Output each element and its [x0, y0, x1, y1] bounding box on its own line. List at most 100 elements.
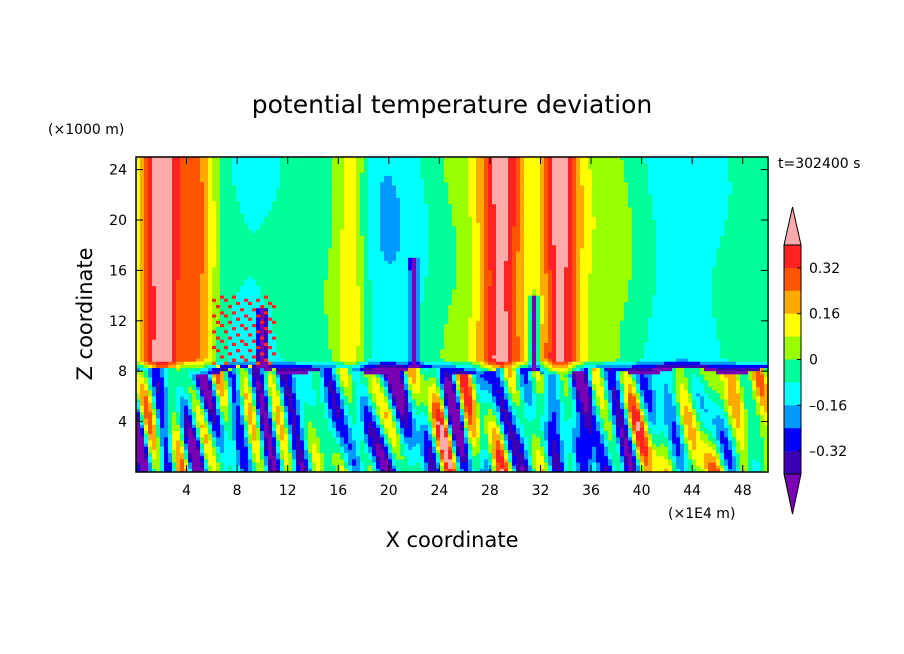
- field-cell: [356, 207, 361, 211]
- field-cell: [208, 157, 213, 161]
- field-cell: [296, 396, 317, 400]
- field-cell: [596, 415, 601, 419]
- field-cell: [356, 166, 365, 170]
- field-cell: [672, 399, 677, 404]
- field-cell: [232, 371, 237, 375]
- field-cell: [552, 415, 557, 419]
- field-cell: [532, 336, 537, 341]
- field-cell: [748, 415, 761, 419]
- field-cell: [756, 393, 761, 397]
- field-cell: [580, 330, 589, 334]
- field-cell: [560, 415, 565, 419]
- field-cell: [216, 364, 221, 369]
- field-cell: [136, 157, 141, 161]
- field-cell: [524, 412, 537, 416]
- field-cell: [540, 251, 545, 256]
- field-cell: [140, 279, 145, 284]
- field-cell: [408, 393, 413, 397]
- field-cell: [212, 390, 217, 394]
- field-cell: [244, 342, 249, 347]
- field-cell: [484, 175, 489, 180]
- field-cell: [248, 374, 253, 378]
- field-cell: [252, 386, 257, 391]
- field-cell: [240, 207, 273, 211]
- field-cell: [412, 396, 429, 400]
- field-cell: [332, 210, 345, 215]
- field-cell: [540, 229, 545, 233]
- field-cell: [420, 342, 445, 347]
- field-cell: [548, 412, 553, 416]
- field-cell: [696, 412, 701, 416]
- field-cell: [152, 349, 173, 353]
- field-cell: [368, 248, 381, 252]
- field-cell: [204, 358, 213, 363]
- field-cell: [380, 242, 401, 246]
- field-cell: [572, 166, 577, 170]
- field-cell: [516, 279, 525, 284]
- field-cell: [476, 323, 485, 328]
- field-cell: [516, 160, 521, 164]
- field-cell: [576, 254, 581, 259]
- field-cell: [212, 386, 217, 391]
- field-cell: [296, 386, 313, 391]
- field-cell: [576, 166, 581, 170]
- field-cell: [572, 383, 577, 388]
- field-cell: [552, 346, 557, 350]
- field-cell: [588, 317, 625, 322]
- field-cell: [544, 361, 549, 366]
- field-cell: [332, 197, 345, 202]
- field-cell: [516, 383, 521, 388]
- field-cell: [332, 368, 337, 372]
- field-cell: [152, 273, 173, 278]
- field-cell: [380, 361, 397, 366]
- field-cell: [572, 185, 577, 189]
- field-cell: [360, 185, 369, 189]
- field-cell: [488, 305, 497, 309]
- field-cell: [592, 396, 597, 400]
- field-cell: [140, 358, 145, 363]
- field-cell: [180, 415, 185, 419]
- field-cell: [256, 349, 261, 353]
- field-cell: [152, 377, 165, 382]
- field-cell: [448, 320, 469, 325]
- field-cell: [172, 194, 181, 199]
- field-cell: [540, 361, 545, 366]
- field-cell: [192, 415, 197, 419]
- field-cell: [208, 355, 213, 359]
- field-cell: [576, 289, 581, 293]
- field-cell: [236, 188, 277, 193]
- field-cell: [320, 383, 325, 388]
- field-cell: [268, 364, 273, 369]
- field-cell: [480, 396, 493, 400]
- field-cell: [360, 207, 369, 211]
- field-cell: [544, 383, 549, 388]
- field-cell: [452, 390, 457, 394]
- field-cell: [588, 409, 593, 413]
- field-cell: [416, 283, 421, 287]
- field-cell: [136, 207, 141, 211]
- field-cell: [620, 352, 645, 356]
- field-cell: [544, 374, 549, 378]
- field-cell: [176, 295, 201, 300]
- field-cell: [220, 273, 329, 278]
- field-cell: [368, 163, 421, 167]
- field-cell: [572, 333, 577, 337]
- field-cell: [656, 257, 717, 262]
- field-cell: [656, 273, 713, 278]
- field-cell: [516, 220, 521, 224]
- field-cell: [632, 220, 657, 224]
- field-cell: [140, 238, 145, 243]
- field-cell: [180, 238, 205, 243]
- field-cell: [580, 402, 585, 407]
- field-cell: [252, 374, 261, 378]
- field-cell: [556, 333, 565, 337]
- field-cell: [204, 264, 209, 268]
- field-cell: [216, 220, 221, 224]
- field-cell: [484, 352, 489, 356]
- field-cell: [512, 390, 517, 394]
- field-cell: [260, 355, 265, 359]
- field-cell: [228, 415, 233, 419]
- field-cell: [152, 368, 161, 372]
- field-cell: [656, 276, 713, 281]
- field-cell: [152, 418, 157, 422]
